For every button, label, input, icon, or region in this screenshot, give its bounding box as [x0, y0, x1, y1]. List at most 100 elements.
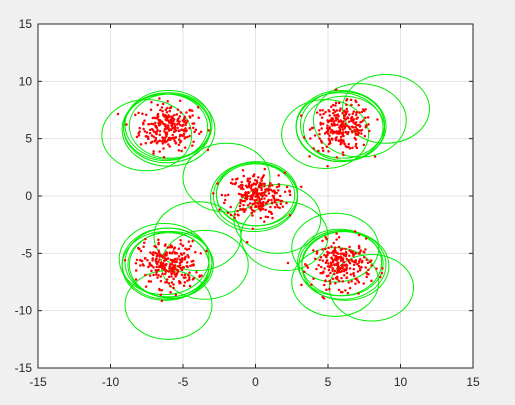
cluster-circle	[281, 99, 370, 169]
data-point	[335, 262, 338, 266]
data-point	[352, 263, 356, 266]
data-point	[328, 287, 331, 291]
data-point	[167, 125, 170, 129]
data-point	[157, 121, 160, 125]
data-point	[145, 131, 149, 134]
data-point	[352, 110, 355, 113]
data-point	[354, 100, 358, 104]
data-point	[333, 263, 336, 267]
data-point	[252, 183, 255, 186]
data-point	[177, 143, 181, 147]
data-point	[327, 265, 331, 268]
data-point	[315, 267, 318, 271]
data-point	[244, 191, 248, 194]
data-point	[146, 135, 149, 139]
data-point	[341, 131, 345, 134]
data-point	[343, 273, 346, 277]
data-point	[337, 279, 341, 283]
data-point	[200, 274, 203, 277]
data-point	[144, 113, 148, 116]
data-point	[312, 147, 315, 150]
x-tick-label: -5	[178, 375, 189, 389]
x-tick-label: 0	[252, 375, 259, 389]
data-point	[152, 251, 155, 254]
data-point	[188, 108, 191, 112]
data-point	[315, 252, 319, 255]
data-point	[342, 139, 345, 142]
data-point	[163, 266, 167, 270]
data-point	[360, 132, 363, 135]
data-point	[259, 204, 262, 207]
data-point	[324, 247, 327, 251]
data-point	[156, 103, 159, 107]
data-point	[185, 129, 188, 132]
data-point	[360, 259, 364, 263]
data-point	[277, 198, 280, 202]
data-point	[344, 289, 347, 292]
data-point	[323, 267, 326, 270]
data-point	[167, 270, 171, 273]
data-point	[332, 253, 336, 257]
data-point	[168, 265, 171, 268]
data-point	[269, 205, 272, 209]
data-point	[243, 193, 247, 197]
data-point	[312, 249, 315, 252]
data-point	[152, 116, 156, 120]
data-point	[270, 184, 274, 187]
data-point	[236, 213, 240, 217]
data-point	[185, 264, 188, 268]
data-point	[340, 269, 344, 273]
data-point	[263, 185, 266, 188]
x-tick-label: 15	[466, 375, 480, 389]
data-point	[330, 118, 333, 121]
data-point	[170, 266, 174, 269]
data-point	[312, 277, 315, 281]
x-tick-label: -15	[29, 375, 47, 389]
data-point	[180, 128, 184, 132]
data-point	[324, 279, 327, 282]
data-point	[182, 132, 186, 136]
data-point	[174, 252, 177, 255]
data-point	[135, 258, 139, 262]
data-point	[321, 146, 324, 150]
data-point	[321, 239, 324, 243]
data-point	[167, 137, 171, 140]
data-point	[164, 268, 167, 272]
data-point	[288, 190, 292, 193]
data-point	[348, 261, 352, 265]
data-point	[352, 267, 356, 271]
data-point	[367, 268, 370, 272]
data-point	[192, 140, 195, 144]
data-point	[346, 110, 349, 113]
data-point	[339, 142, 342, 146]
data-point	[176, 126, 179, 130]
data-point	[249, 195, 252, 198]
data-point	[350, 125, 354, 128]
data-point	[328, 138, 331, 142]
data-point	[349, 117, 353, 121]
y-tick-label: 5	[25, 132, 32, 146]
data-point	[357, 244, 361, 248]
data-point	[147, 137, 150, 141]
data-point	[243, 199, 247, 203]
y-axis-tick-labels: -15 -10 -5 0 5 10 15	[15, 17, 33, 375]
data-point	[260, 205, 264, 208]
data-point	[154, 268, 158, 272]
data-point	[161, 272, 164, 276]
data-point	[160, 120, 163, 123]
data-point	[355, 111, 358, 114]
data-point	[351, 112, 355, 116]
data-point	[267, 198, 270, 202]
data-point	[156, 117, 159, 120]
data-point	[329, 262, 333, 266]
cluster-circle	[118, 223, 210, 296]
data-point	[165, 132, 169, 135]
data-point	[337, 288, 341, 292]
data-point	[263, 220, 266, 223]
data-point	[157, 268, 160, 272]
data-point	[144, 256, 147, 260]
data-point	[329, 105, 333, 109]
data-point	[337, 101, 341, 105]
data-point	[337, 235, 341, 239]
data-point	[303, 263, 307, 266]
